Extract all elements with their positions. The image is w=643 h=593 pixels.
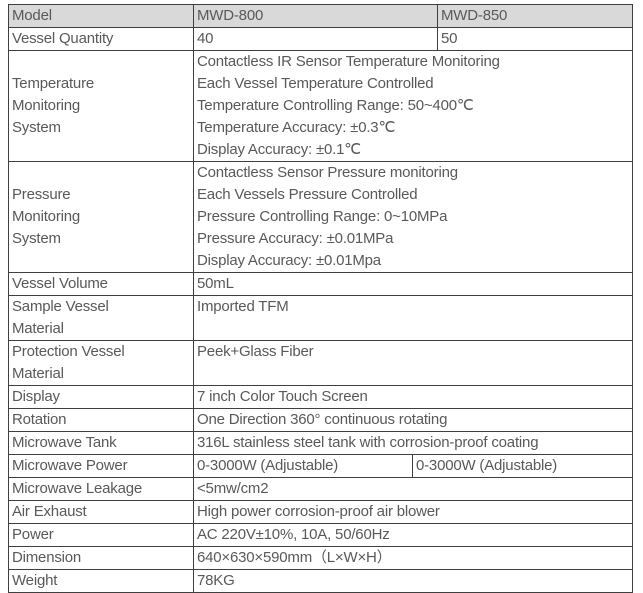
- rotation-label: Rotation: [8, 408, 194, 432]
- microwave-power-mwd800: 0-3000W (Adjustable): [193, 454, 413, 478]
- microwave-leakage-value: <5mw/cm2: [192, 477, 634, 501]
- microwave-tank-value: 316L stainless steel tank with corrosion…: [192, 431, 634, 455]
- weight-value: 78KG: [192, 569, 634, 593]
- header-model-label: Model: [8, 4, 194, 28]
- air-exhaust-label: Air Exhaust: [8, 500, 194, 524]
- display-label: Display: [8, 385, 194, 409]
- table-row-protection-vessel-material: Protection Vessel Material Peek+Glass Fi…: [8, 340, 634, 386]
- header-model-mwd800: MWD-800: [192, 4, 439, 28]
- table-row-weight: Weight 78KG: [8, 569, 634, 593]
- table-row-temperature-monitoring: Temperature Monitoring System Contactles…: [8, 50, 634, 162]
- table-row-microwave-power: Microwave Power 0-3000W (Adjustable) 0-3…: [8, 454, 634, 478]
- protection-vessel-material-value: Peek+Glass Fiber: [192, 340, 634, 386]
- dimension-value: 640×630×590mm（L×W×H）: [192, 546, 634, 570]
- power-value: AC 220V±10%, 10A, 50/60Hz: [192, 523, 634, 547]
- table-row-microwave-leakage: Microwave Leakage <5mw/cm2: [8, 477, 634, 501]
- pressure-monitoring-label: Pressure Monitoring System: [8, 161, 194, 273]
- microwave-tank-label: Microwave Tank: [8, 431, 194, 455]
- sample-vessel-material-value: Imported TFM: [192, 295, 634, 341]
- microwave-leakage-label: Microwave Leakage: [8, 477, 194, 501]
- microwave-power-mwd850: 0-3000W (Adjustable): [411, 454, 634, 478]
- rotation-value: One Direction 360° continuous rotating: [192, 408, 634, 432]
- specification-table: Model MWD-800 MWD-850 Vessel Quantity 40…: [8, 4, 634, 593]
- table-row-sample-vessel-material: Sample Vessel Material Imported TFM: [8, 295, 634, 341]
- table-row-display: Display 7 inch Color Touch Screen: [8, 385, 634, 409]
- microwave-power-label: Microwave Power: [8, 454, 194, 478]
- power-label: Power: [8, 523, 194, 547]
- table-row-dimension: Dimension 640×630×590mm（L×W×H）: [8, 546, 634, 570]
- table-row-air-exhaust: Air Exhaust High power corrosion-proof a…: [8, 500, 634, 524]
- sample-vessel-material-label: Sample Vessel Material: [8, 295, 194, 341]
- table-row-vessel-volume: Vessel Volume 50mL: [8, 272, 634, 296]
- header-model-mwd850: MWD-850: [437, 4, 634, 28]
- display-value: 7 inch Color Touch Screen: [192, 385, 634, 409]
- vessel-quantity-mwd800: 40: [192, 27, 439, 51]
- table-row-power: Power AC 220V±10%, 10A, 50/60Hz: [8, 523, 634, 547]
- air-exhaust-value: High power corrosion-proof air blower: [192, 500, 634, 524]
- vessel-quantity-label: Vessel Quantity: [8, 27, 194, 51]
- vessel-quantity-mwd850: 50: [437, 27, 634, 51]
- table-row-microwave-tank: Microwave Tank 316L stainless steel tank…: [8, 431, 634, 455]
- table-row-model: Model MWD-800 MWD-850: [8, 4, 634, 28]
- table-row-vessel-quantity: Vessel Quantity 40 50: [8, 27, 634, 51]
- dimension-label: Dimension: [8, 546, 194, 570]
- temperature-monitoring-label: Temperature Monitoring System: [8, 50, 194, 162]
- vessel-volume-label: Vessel Volume: [8, 272, 194, 296]
- vessel-volume-value: 50mL: [192, 272, 634, 296]
- temperature-monitoring-value: Contactless IR Sensor Temperature Monito…: [192, 50, 634, 162]
- table-row-rotation: Rotation One Direction 360° continuous r…: [8, 408, 634, 432]
- protection-vessel-material-label: Protection Vessel Material: [8, 340, 194, 386]
- pressure-monitoring-value: Contactless Sensor Pressure monitoring E…: [192, 161, 634, 273]
- weight-label: Weight: [8, 569, 194, 593]
- table-row-pressure-monitoring: Pressure Monitoring System Contactless S…: [8, 161, 634, 273]
